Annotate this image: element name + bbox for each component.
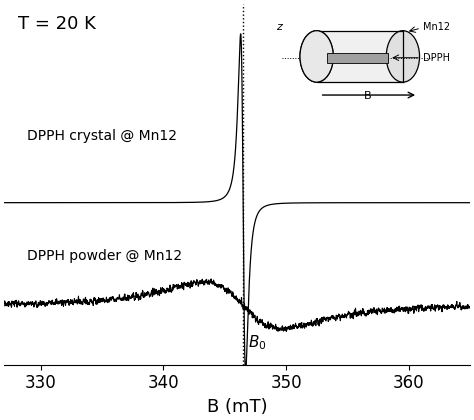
- X-axis label: B (mT): B (mT): [207, 398, 267, 416]
- Text: DPPH powder @ Mn12: DPPH powder @ Mn12: [27, 249, 182, 263]
- Text: $B_0$: $B_0$: [248, 333, 266, 352]
- Text: DPPH crystal @ Mn12: DPPH crystal @ Mn12: [27, 129, 177, 143]
- Text: T = 20 K: T = 20 K: [18, 15, 96, 33]
